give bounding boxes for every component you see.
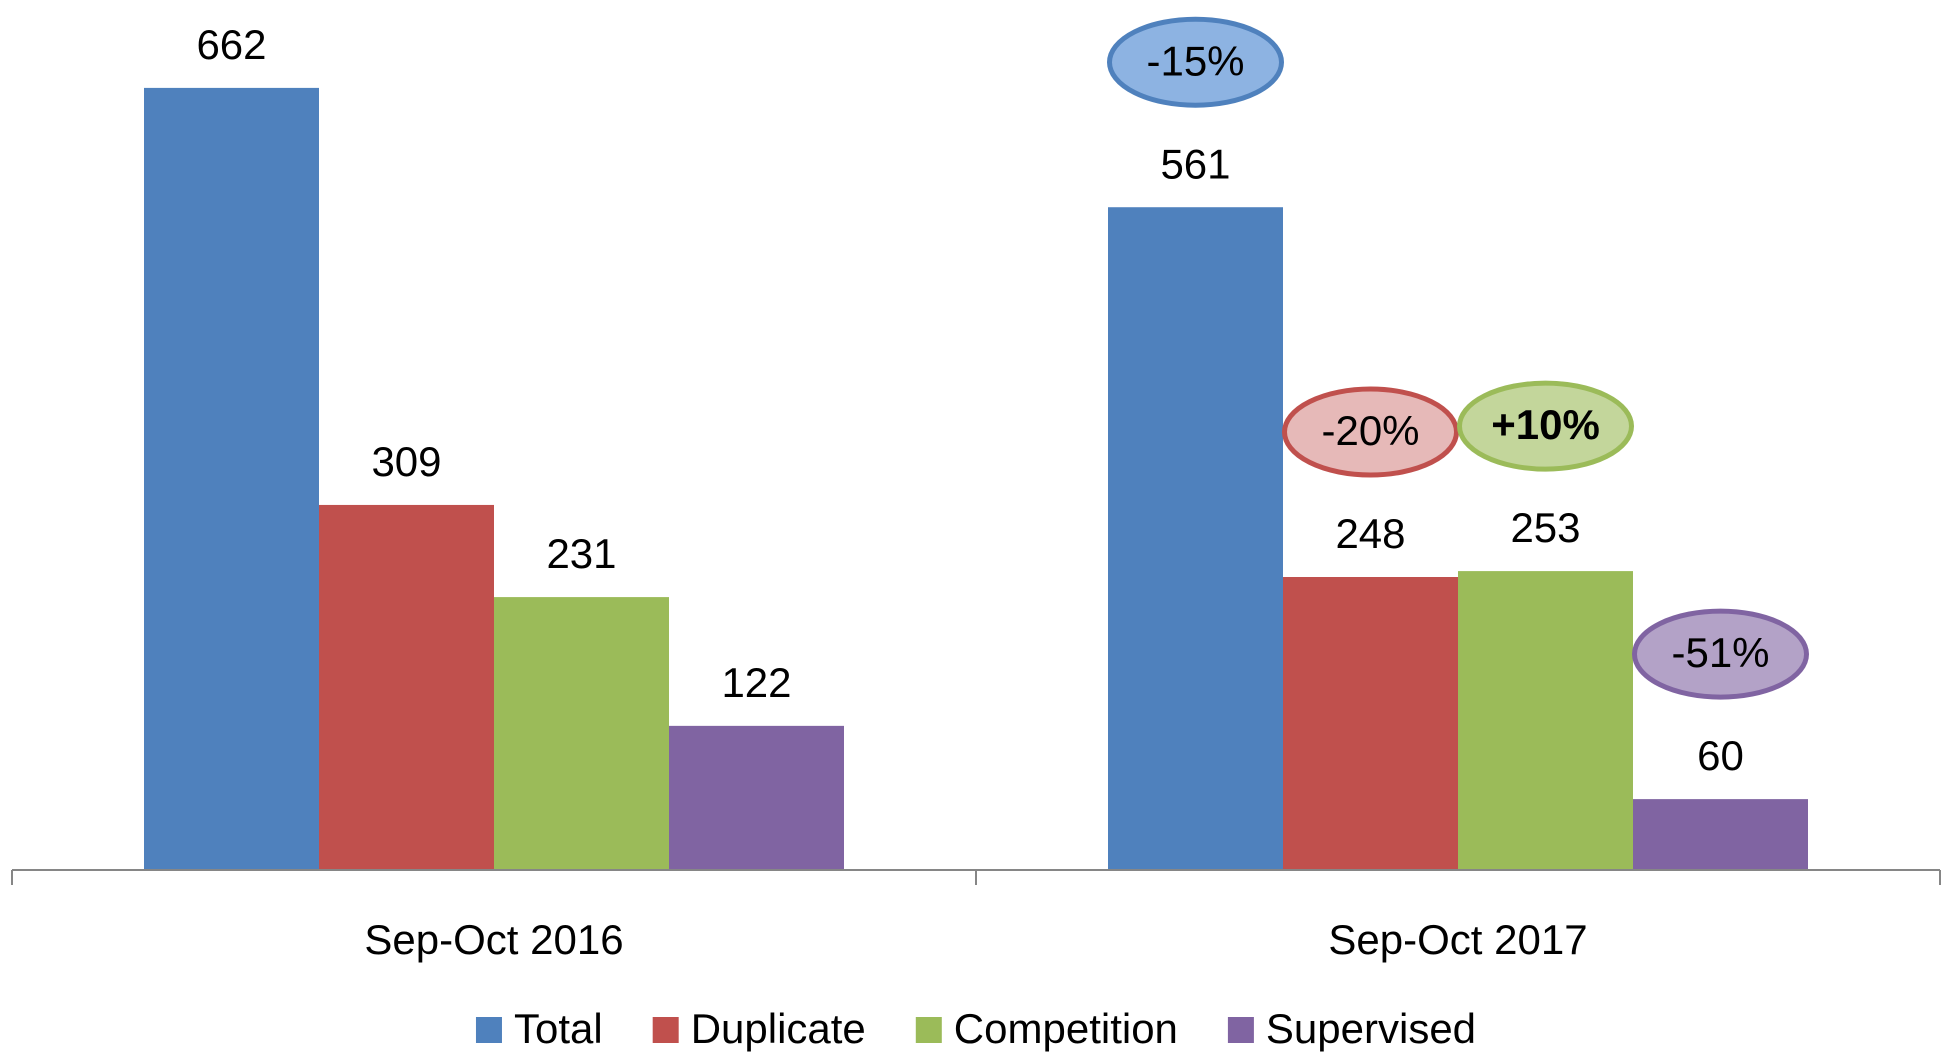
annotation: -15% <box>1146 37 1244 84</box>
data-label: 122 <box>721 659 791 706</box>
annotation-bubble <box>1282 386 1459 478</box>
legend-swatch <box>1227 1017 1254 1043</box>
legend-label: Total <box>514 1005 603 1052</box>
x-tick-label: Sep-Oct 2017 <box>1328 916 1587 963</box>
x-tick-label: Sep-Oct 2016 <box>364 916 623 963</box>
legend-label: Duplicate <box>691 1005 866 1052</box>
data-label: 253 <box>1510 504 1580 551</box>
bar <box>1283 577 1458 870</box>
data-label: 248 <box>1335 510 1405 557</box>
bar <box>494 597 669 870</box>
data-label: 60 <box>1697 732 1744 779</box>
bar <box>1108 207 1283 870</box>
bar <box>1633 799 1808 870</box>
bar <box>319 504 494 870</box>
annotation: -51% <box>1671 629 1769 676</box>
annotation: +10% <box>1491 401 1600 448</box>
data-label: 231 <box>546 530 616 577</box>
legend-label: Competition <box>954 1005 1178 1052</box>
data-label: 309 <box>371 438 441 485</box>
legend: Total Duplicate Competition Supervised <box>475 1005 1476 1052</box>
data-label: 662 <box>196 21 266 68</box>
legend-swatch <box>475 1017 502 1043</box>
bar <box>669 725 844 870</box>
legend-label: Supervised <box>1266 1005 1476 1052</box>
annotation-bubble <box>1632 608 1809 700</box>
annotation-bubble <box>1457 380 1634 472</box>
legend-swatch <box>652 1017 679 1043</box>
annotation-bubble <box>1107 16 1284 108</box>
bar <box>144 87 319 870</box>
bar <box>1458 571 1633 870</box>
legend-swatch <box>915 1017 942 1043</box>
data-label: 561 <box>1160 140 1230 187</box>
annotation: -20% <box>1321 407 1419 454</box>
